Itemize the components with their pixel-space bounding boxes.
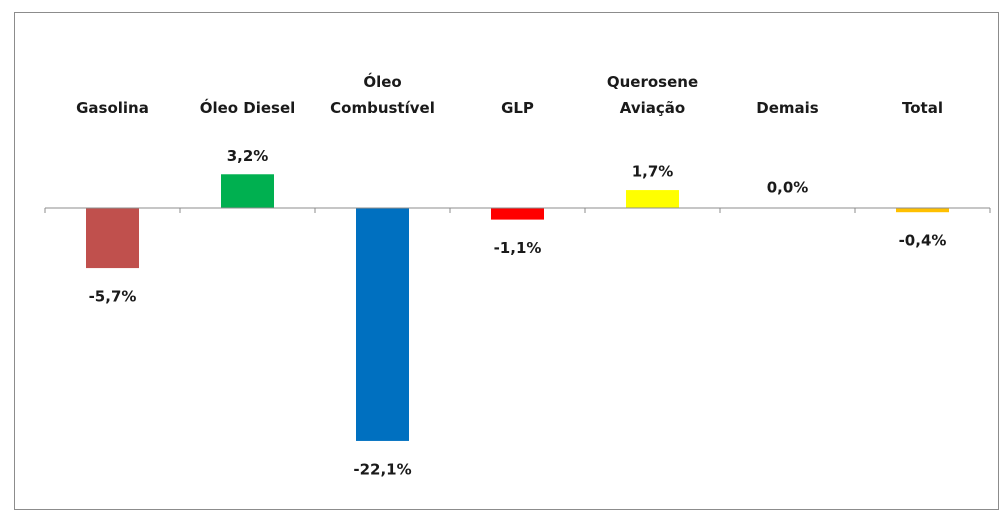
value-label: 0,0% [767,179,809,197]
value-label: 3,2% [227,147,269,165]
category-label: Gasolina [76,99,149,117]
value-label: -1,1% [494,239,542,257]
category-label-line: Demais [756,99,819,117]
category-label: Querosene Aviação [607,73,698,117]
bar [356,208,409,441]
category-label: Óleo Diesel [200,98,296,117]
category-label: GLP [501,99,534,117]
value-label: 1,7% [632,163,674,181]
value-label: -0,4% [899,232,947,250]
bar [491,208,544,220]
category-label-line: Combustível [330,99,435,117]
category-label: Demais [756,99,819,117]
bar [221,174,274,208]
category-label: Total [902,99,943,117]
bar [626,190,679,208]
category-label-line: Aviação [620,99,685,117]
bar [86,208,139,269]
category-label-line: Gasolina [76,99,149,117]
bar [896,208,949,213]
chart-border [14,12,999,510]
value-label: -22,1% [353,460,411,478]
category-label-line: Óleo [363,72,401,91]
category-label-line: Querosene [607,73,698,91]
category-label-line: GLP [501,99,534,117]
category-label: Óleo Combustível [330,72,435,117]
value-label: -5,7% [89,288,137,306]
category-label-line: Total [902,99,943,117]
category-label-line: Óleo Diesel [200,98,296,117]
